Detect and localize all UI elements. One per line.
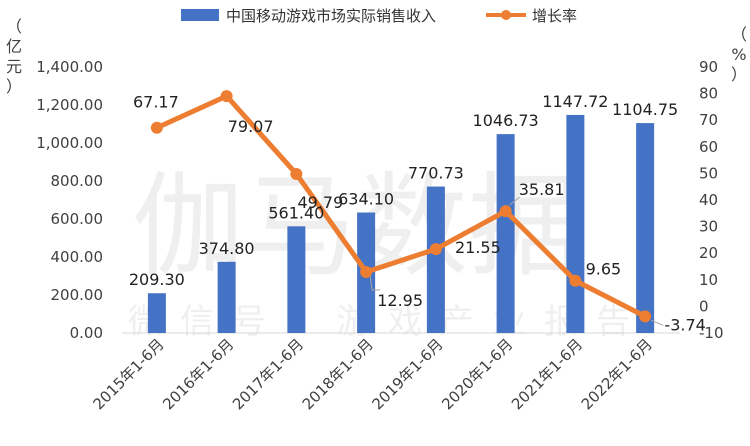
right-axis-tick: 60 — [699, 138, 718, 156]
left-axis-tick: 800.00 — [51, 172, 104, 190]
growth-rate-label: 79.07 — [228, 117, 274, 136]
right-axis-title-char: ） — [731, 65, 747, 84]
bar-value-label: 634.10 — [338, 190, 394, 209]
growth-rate-point-6 — [499, 205, 512, 218]
left-axis-title-char: （ — [6, 17, 22, 36]
legend-line-label: 增长率 — [532, 7, 577, 25]
x-axis-tick: 2016年1-6月 — [159, 335, 237, 413]
left-axis-title: （ 亿 元 ） — [6, 17, 22, 96]
right-axis-title-char: （ — [731, 25, 747, 44]
bar-5 — [426, 186, 445, 333]
right-axis-title: （ % ） — [731, 25, 747, 84]
right-axis-tick: -10 — [699, 324, 724, 342]
growth-rate-label: 12.95 — [377, 291, 423, 310]
growth-rate-point-7 — [569, 274, 582, 287]
right-axis-tick: 30 — [699, 218, 718, 236]
growth-rate-label: 49.79 — [297, 193, 343, 212]
right-axis-tick: 80 — [699, 85, 718, 103]
left-axis-tick: 0.00 — [70, 324, 103, 342]
left-axis-title-char: 元 — [6, 57, 22, 76]
growth-rate-label: 21.55 — [455, 238, 501, 257]
bar-3 — [287, 226, 306, 333]
right-axis-tick: 70 — [699, 111, 718, 129]
label-leader-line — [650, 319, 664, 326]
growth-rate-point-3 — [290, 167, 303, 180]
left-axis-tick: 1,400.00 — [36, 58, 103, 76]
x-axis-tick: 2022年1-6月 — [578, 335, 656, 413]
right-axis-tick: 50 — [699, 164, 718, 182]
x-axis-tick: 2020年1-6月 — [438, 335, 516, 413]
left-axis-tick: 200.00 — [51, 286, 104, 304]
bar-value-label: 561.40 — [268, 203, 324, 222]
x-axis-tick: 2015年1-6月 — [89, 335, 167, 413]
legend-bar-swatch — [181, 9, 219, 21]
legend: 中国移动游戏市场实际销售收入 增长率 — [181, 7, 577, 25]
growth-rate-point-8 — [639, 310, 652, 323]
watermark-sub: 微信号：游戏产业报告 — [128, 302, 648, 342]
growth-rate-label: 35.81 — [519, 180, 565, 199]
growth-rate-point-4 — [360, 265, 373, 278]
bar-value-label: 770.73 — [408, 164, 464, 183]
left-axis-title-char: 亿 — [6, 37, 22, 56]
legend-bar-label: 中国移动游戏市场实际销售收入 — [226, 7, 436, 25]
bar-7 — [566, 114, 585, 333]
left-axis-title-char: ） — [6, 77, 22, 96]
x-axis-tick: 2019年1-6月 — [368, 335, 446, 413]
bar-value-label: 209.30 — [129, 270, 185, 289]
label-leader-line — [369, 275, 381, 291]
growth-rate-point-2 — [220, 90, 233, 103]
bar-value-label: 374.80 — [199, 239, 255, 258]
bar-value-label: 1046.73 — [473, 111, 539, 130]
growth-rate-label: 67.17 — [133, 93, 179, 112]
growth-rate-label: 9.65 — [586, 260, 622, 279]
bar-8 — [636, 123, 655, 333]
growth-rate-point-1 — [150, 121, 163, 134]
x-axis-tick: 2017年1-6月 — [229, 335, 307, 413]
growth-rate-label: -3.74 — [664, 315, 705, 334]
right-axis-tick: 90 — [699, 58, 718, 76]
x-axis-tick: 2018年1-6月 — [299, 335, 377, 413]
right-axis-tick: 40 — [699, 191, 718, 209]
legend-line-marker — [501, 10, 511, 20]
bar-value-label: 1147.72 — [542, 92, 608, 111]
left-axis-tick: 600.00 — [51, 210, 104, 228]
right-axis-tick: 20 — [699, 244, 718, 262]
bar-6 — [496, 134, 515, 333]
right-axis-tick: 0 — [699, 297, 709, 315]
bar-1 — [147, 293, 166, 333]
bar-2 — [217, 261, 236, 333]
growth-rate-point-5 — [429, 243, 442, 256]
right-axis-title-char: % — [731, 45, 746, 64]
left-axis-tick: 1,000.00 — [36, 134, 103, 152]
x-axis-tick: 2021年1-6月 — [508, 335, 586, 413]
growth-rate-line — [154, 93, 648, 319]
left-axis-tick: 400.00 — [51, 248, 104, 266]
bar-value-label: 1104.75 — [612, 100, 678, 119]
left-axis-tick: 1,200.00 — [36, 96, 103, 114]
label-leader-line — [509, 196, 520, 206]
right-axis-tick: 10 — [699, 271, 718, 289]
